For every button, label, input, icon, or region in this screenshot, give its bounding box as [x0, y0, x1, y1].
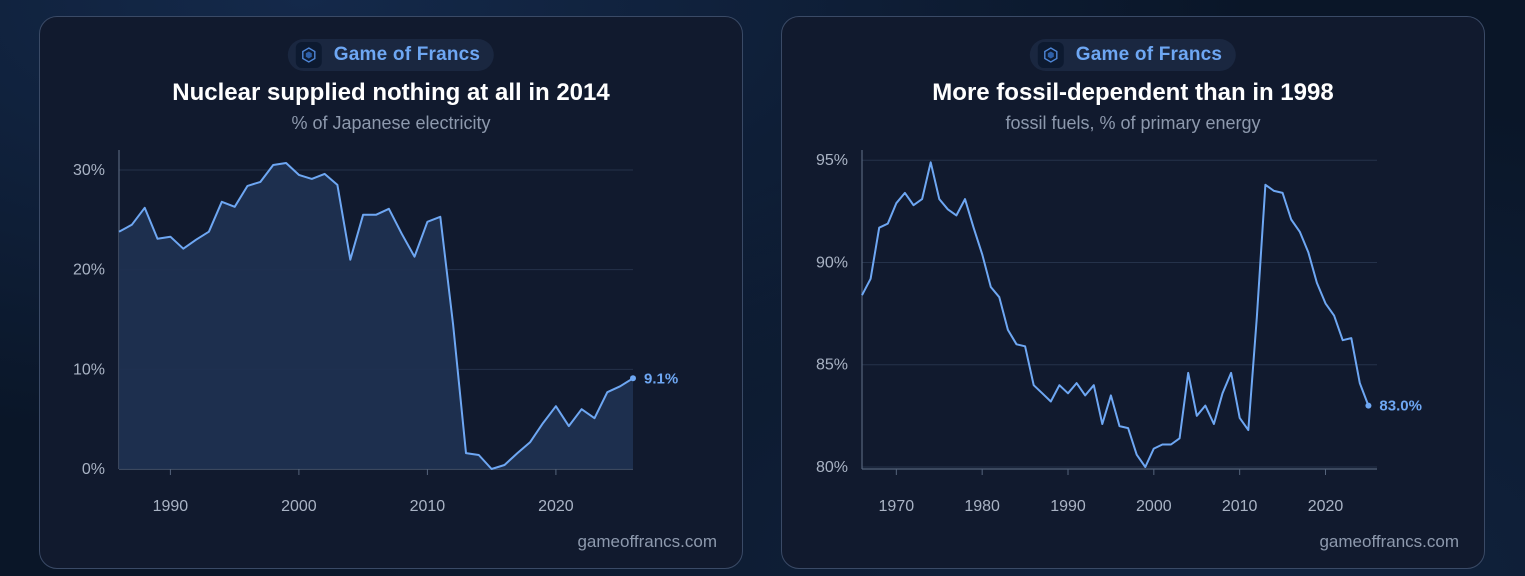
series-line	[118, 162, 634, 470]
chart-subtitle: % of Japanese electricity	[291, 113, 491, 133]
y-tick-label: 10%	[73, 361, 105, 378]
brand-badge[interactable]: Game of Francs	[287, 39, 495, 71]
x-tick-label: 1990	[1050, 498, 1086, 515]
series-area	[119, 163, 633, 469]
x-tick-label: 2020	[1308, 498, 1344, 515]
nuclear-share-chart: 0% 10% 20% 30% 1990 2000 2010 2020 9.1%	[73, 150, 678, 515]
fossil-share-chart: 80% 85% 90% 95% 1970 1980 1990 2000 2010 2020 83.0…	[816, 150, 1422, 515]
y-tick-label: 30%	[73, 162, 105, 179]
chart-title: Nuclear supplied nothing at all in 2014	[172, 79, 610, 106]
series-line	[861, 161, 1370, 468]
y-tick-label: 80%	[816, 459, 848, 476]
brand-name: Game of Francs	[1075, 44, 1223, 65]
website-watermark[interactable]: gameoffrancs.com	[577, 532, 717, 551]
y-tick-label: 90%	[816, 254, 848, 271]
chart-subtitle: fossil fuels, % of primary energy	[1005, 113, 1261, 133]
end-point	[1365, 402, 1372, 409]
chart-card-fossil: Game of Francs More fossil-dependent tha…	[781, 16, 1485, 569]
chart-card-nuclear: Game of Francs Nuclear supplied nothing …	[39, 16, 743, 569]
website-watermark[interactable]: gameoffrancs.com	[1319, 532, 1459, 551]
x-tick-label: 2010	[1222, 498, 1258, 515]
x-tick-label: 2010	[410, 498, 446, 515]
x-tick-label: 1990	[153, 498, 189, 515]
x-tick-label: 1970	[879, 498, 915, 515]
x-tick-label: 2000	[281, 498, 317, 515]
brand-logo-icon	[1037, 42, 1064, 68]
y-tick-label: 20%	[73, 262, 105, 279]
y-tick-label: 0%	[82, 461, 105, 478]
end-value-label: 83.0%	[1379, 398, 1422, 415]
y-tick-label: 85%	[816, 357, 848, 374]
brand-logo-icon	[295, 42, 322, 68]
end-point	[630, 375, 636, 382]
x-tick-label: 1980	[964, 498, 1000, 515]
chart-title: More fossil-dependent than in 1998	[932, 79, 1334, 106]
brand-name: Game of Francs	[333, 44, 481, 65]
end-value-label: 9.1%	[644, 370, 678, 387]
x-tick-label: 2000	[1136, 498, 1172, 515]
y-tick-label: 95%	[816, 152, 848, 169]
brand-badge[interactable]: Game of Francs	[1029, 39, 1237, 71]
x-tick-label: 2020	[538, 498, 574, 515]
